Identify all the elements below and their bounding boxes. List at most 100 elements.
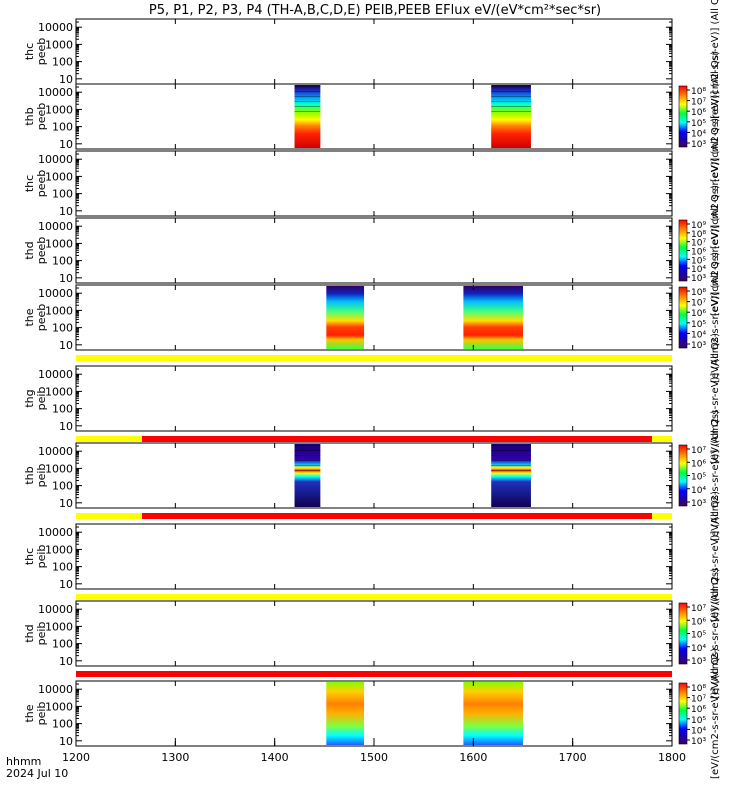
panel-probe-label: thg (23, 389, 36, 407)
panel-frame (75, 680, 673, 747)
y-tick-label: 100 (52, 322, 73, 335)
y-tick-label: 1000 (45, 620, 73, 633)
colorbar-tick-label: 10³ (691, 274, 706, 284)
colorbar-tick-label: 10⁷ (691, 239, 706, 249)
y-tick-label: 100 (52, 188, 73, 201)
block-texture-line (294, 111, 321, 112)
colorbar-tick-label: 10⁷ (691, 98, 706, 108)
figure-title: P5, P1, P2, P3, P4 (TH-A,B,C,D,E) PEIB,P… (149, 3, 601, 18)
panel-probe-label: thc (23, 548, 36, 565)
colorbar (678, 286, 688, 349)
block-texture-line (491, 470, 531, 471)
colorbar (678, 444, 688, 507)
x-axis: 1200 1300 1400 1500 1600 1700 1800 (62, 19, 686, 764)
colorbar-tick-label: 10⁵ (691, 320, 706, 330)
block-texture-line (294, 465, 321, 466)
y-tick-label: 10 (59, 655, 73, 668)
colorbar-tick-label: 10⁴ (691, 486, 706, 496)
y-tick-label: 100 (52, 561, 73, 574)
y-tick-label: 10 (59, 735, 73, 748)
x-axis-label-date: 2024 Jul 10 (6, 767, 68, 780)
block-texture-line (491, 106, 531, 107)
y-tick-label: 100 (52, 56, 73, 69)
panel-frame (75, 83, 673, 150)
panel-product-label: peeb (35, 38, 48, 66)
quality-flag-bar (76, 355, 672, 361)
colorbar-tick-label: 10³ (691, 341, 706, 351)
panel-probe-label: thc (23, 175, 36, 192)
y-tick-label: 10000 (38, 153, 73, 166)
block-texture-line (294, 106, 321, 107)
colorbar-tick-label: 10⁵ (691, 716, 706, 726)
colorbar-tick-label: 10⁶ (691, 248, 706, 258)
colorbar-tick-label: 10⁷ (691, 446, 706, 456)
y-tick-label: 10 (59, 339, 73, 352)
y-tick-label: 10000 (38, 603, 73, 616)
panel-frame (75, 442, 673, 509)
block-texture-line (491, 91, 531, 92)
block-texture-line (491, 460, 531, 461)
colorbar-units-label: [eV/(cm2-s-sr-eV)] (All Qs) (710, 185, 721, 316)
panel-frame (75, 217, 673, 284)
panel-product-label: peib (35, 464, 48, 488)
y-tick-label: 10000 (38, 445, 73, 458)
x-tick-label: 1500 (360, 751, 388, 764)
x-tick-label: 1700 (559, 751, 587, 764)
y-tick-label: 10 (59, 138, 73, 151)
colorbar-tick-label: 10⁴ (691, 644, 706, 654)
quality-flag-segment (142, 513, 652, 519)
spectrogram-block (326, 682, 365, 745)
panel-product-label: peib (35, 387, 48, 411)
colorbar-tick-label: 10⁴ (691, 265, 706, 275)
colorbar-units-label: [eV/(cm2-s-sr-eV)] (All Qs) (710, 648, 721, 779)
quality-flag-segment (142, 436, 652, 442)
panel-probe-label: thb (23, 466, 36, 484)
y-tick-label: 1000 (45, 103, 73, 116)
panel-product-label: peib (35, 622, 48, 646)
colorbar-tick-label: 10⁵ (691, 473, 706, 483)
y-tick-label: 1000 (45, 700, 73, 713)
colorbar-tick-label: 10³ (691, 140, 706, 150)
panel-probe-label: thd (23, 624, 36, 642)
panel-probe-label: thc (23, 43, 36, 60)
y-tick-label: 10000 (38, 368, 73, 381)
panel-probe-label: thb (23, 107, 36, 125)
colorbar-units-label: [eV/(cm2-s-sr-eV)] (All Qs)] (710, 0, 721, 119)
block-texture-line (294, 86, 321, 87)
spectrogram-block (463, 682, 523, 745)
x-axis-label-units: hhmm (6, 755, 41, 768)
colorbar-tick-label: 10⁶ (691, 459, 706, 469)
spectrogram-block (491, 85, 531, 148)
y-tick-label: 1000 (45, 304, 73, 317)
colorbar-tick-label: 10⁶ (691, 705, 706, 715)
y-tick-label: 10000 (38, 21, 73, 34)
y-tick-label: 10 (59, 205, 73, 218)
colorbar-tick-label: 10⁷ (691, 299, 706, 309)
colorbar-tick-label: 10⁴ (691, 330, 706, 340)
colorbar (678, 682, 688, 745)
y-tick-label: 10 (59, 497, 73, 510)
colorbar-units-label: [eV/(cm2-s-sr-eV)] (All Qs) (710, 118, 721, 249)
y-tick-label: 10 (59, 420, 73, 433)
colorbar-tick-label: 10⁷ (691, 604, 706, 614)
panel-product-label: peib (35, 702, 48, 726)
spectrogram-block (294, 85, 321, 148)
panel-product-label: peeb (35, 304, 48, 332)
x-tick-label: 1800 (658, 751, 686, 764)
block-texture-line (491, 450, 531, 451)
y-tick-label: 100 (52, 718, 73, 731)
block-texture-line (491, 111, 531, 112)
colorbar-units-label: [eV/(cm2-s-sr-eV)] (All Qs) (710, 568, 721, 699)
spectrogram-block (326, 286, 365, 349)
y-tick-label: 10000 (38, 683, 73, 696)
colorbar-tick-label: 10⁵ (691, 256, 706, 266)
panel-frame (75, 150, 673, 217)
y-tick-label: 100 (52, 638, 73, 651)
